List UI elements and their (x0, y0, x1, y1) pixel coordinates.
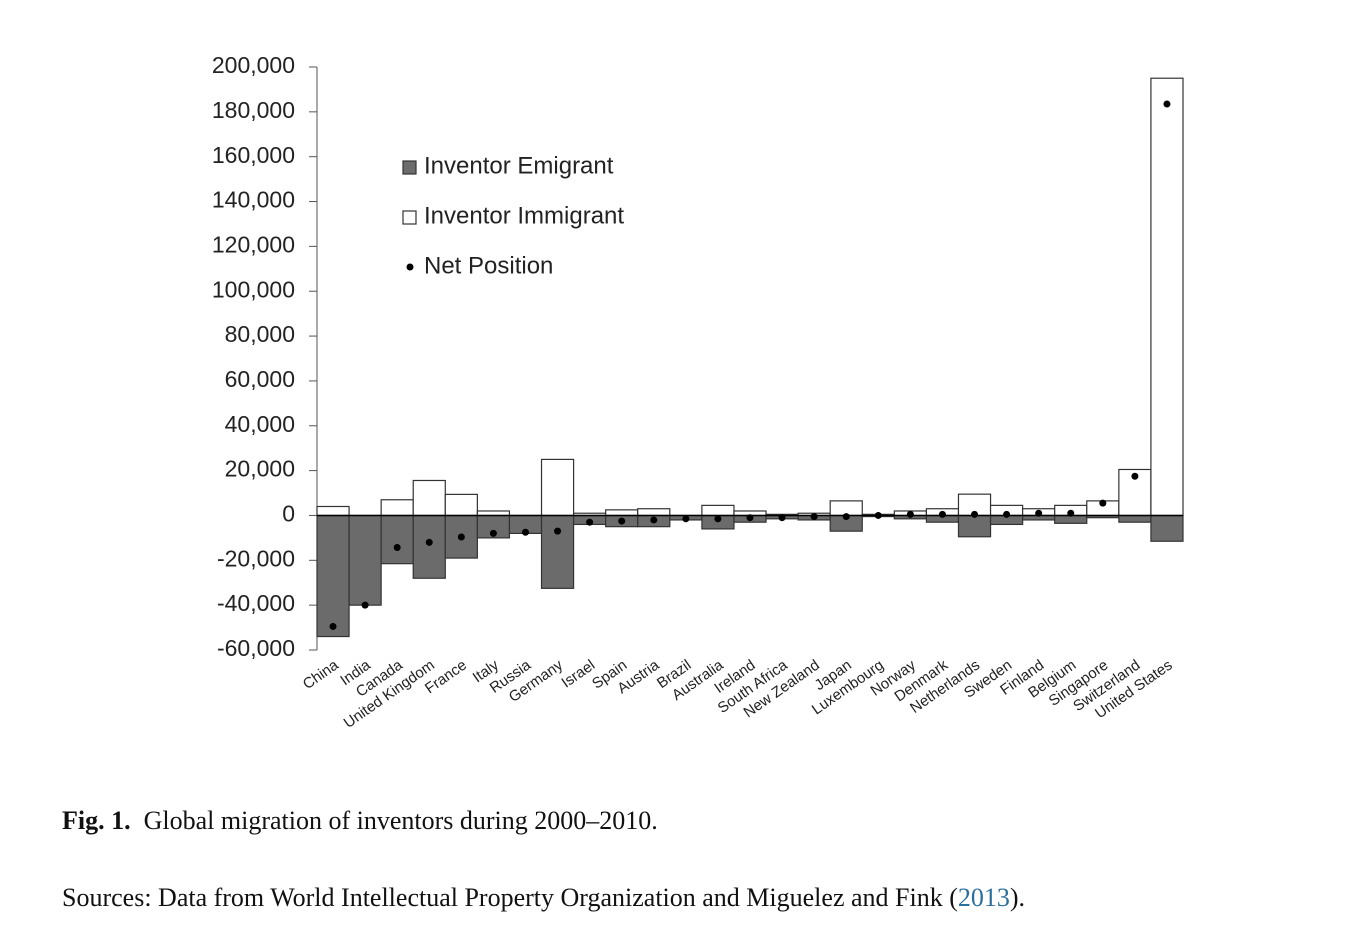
y-tick-label: 20,000 (225, 456, 295, 482)
bar (701, 504, 735, 517)
y-tick-label: -60,000 (217, 635, 295, 661)
reference-link[interactable]: 2013 (957, 883, 1010, 912)
bar (1150, 77, 1184, 517)
bar (444, 493, 478, 517)
y-tick-label: 40,000 (225, 411, 295, 437)
y-tick-label: 120,000 (212, 231, 295, 257)
bar (540, 458, 575, 517)
legend-label: Net Position (424, 252, 553, 279)
bar (348, 514, 382, 606)
net-point (714, 515, 722, 523)
legend-label: Inventor Emigrant (424, 152, 614, 179)
bar (540, 514, 575, 589)
bar (1118, 514, 1152, 523)
net-point (1163, 100, 1171, 108)
net-point (971, 510, 979, 518)
bar (957, 514, 992, 538)
net-point (393, 544, 401, 552)
legend-swatch (402, 210, 417, 225)
net-point (810, 513, 818, 521)
net-point (682, 515, 690, 523)
net-point (361, 601, 369, 609)
sources-text: ). (1009, 883, 1026, 912)
net-point (938, 510, 946, 518)
y-tick-label: 0 (282, 501, 295, 527)
sources: Sources: Data from World Intellectual Pr… (62, 883, 1025, 913)
bar (380, 499, 414, 517)
net-point (1131, 472, 1139, 480)
net-point (329, 622, 337, 630)
y-tick-label: 160,000 (212, 142, 295, 168)
net-point (1099, 499, 1107, 507)
bar (316, 514, 350, 638)
bar (380, 514, 414, 565)
net-point (618, 517, 626, 525)
y-tick-label: 200,000 (212, 52, 295, 78)
bar (412, 514, 446, 579)
bar (605, 509, 639, 517)
y-tick-label: -20,000 (217, 545, 295, 571)
chart: -60,000 -40,000 -20,000 0 20,000 40,000 60,000… (212, 52, 1184, 732)
bar (412, 479, 446, 517)
caption-label: Fig. 1. (62, 806, 131, 835)
bar (316, 505, 350, 517)
net-point (1003, 510, 1011, 518)
caption-text: Global migration of inventors during 200… (143, 806, 658, 835)
net-point (521, 528, 529, 536)
x-tick-label: China (300, 656, 342, 693)
net-point (906, 510, 914, 518)
legend-swatch (402, 160, 417, 175)
net-point (457, 533, 465, 541)
y-tick-label: 60,000 (225, 366, 295, 392)
legend-label: Inventor Immigrant (424, 202, 624, 229)
net-point (586, 518, 594, 526)
y-tick-label: 180,000 (212, 97, 295, 123)
figure-caption: Fig. 1. Global migration of inventors du… (62, 806, 658, 836)
net-point (650, 516, 658, 524)
bar (1150, 514, 1184, 542)
net-point (489, 529, 497, 537)
net-point (842, 513, 850, 521)
sources-text: Sources: Data from World Intellectual Pr… (62, 883, 958, 912)
net-point (425, 538, 433, 546)
bar (637, 508, 671, 517)
y-tick-label: 100,000 (212, 276, 295, 302)
y-tick-label: 80,000 (225, 321, 295, 347)
y-tick-label: 140,000 (212, 187, 295, 213)
legend-swatch (406, 263, 414, 271)
x-tick-label: Israel (558, 657, 598, 692)
net-point (554, 527, 562, 535)
y-tick-label: -40,000 (217, 590, 295, 616)
